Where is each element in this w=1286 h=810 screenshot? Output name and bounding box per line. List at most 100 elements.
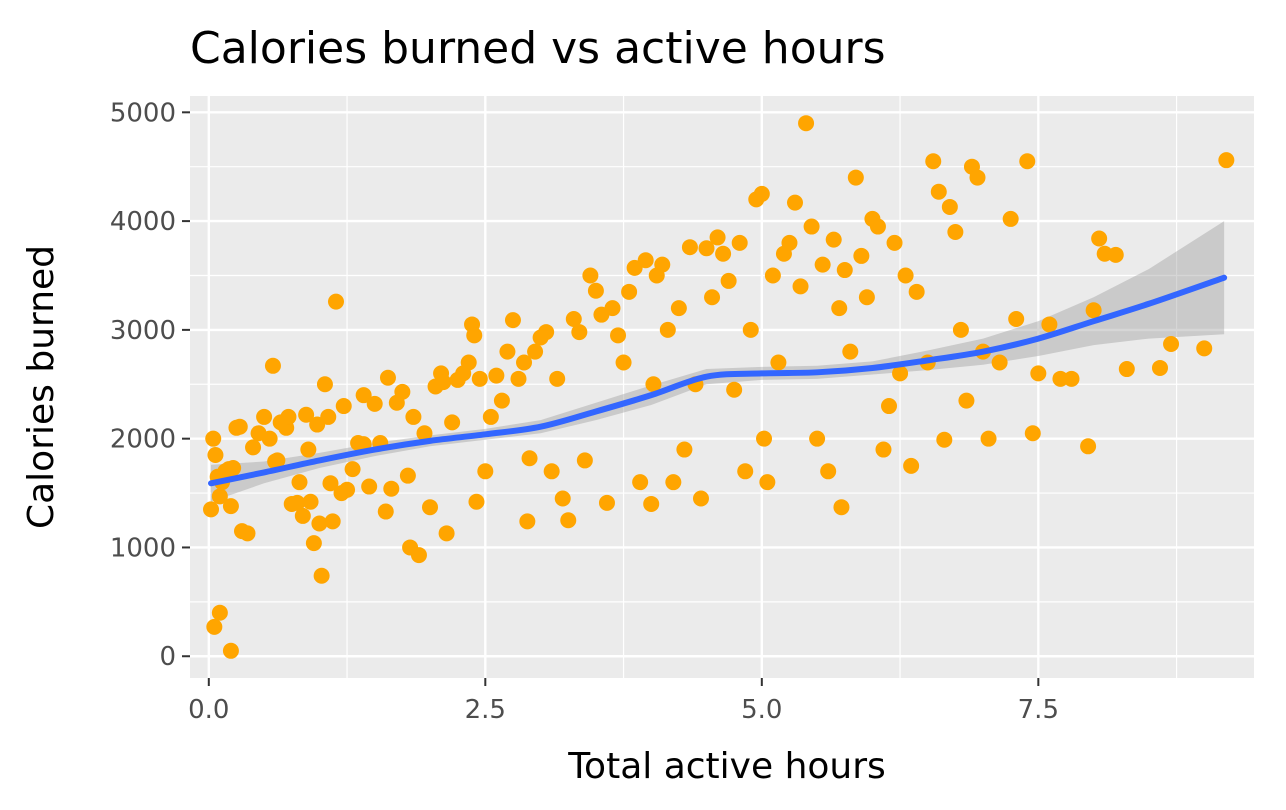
confidence-ribbon <box>211 221 1225 502</box>
data-point <box>516 354 533 371</box>
data-point <box>291 474 308 491</box>
data-point <box>742 321 759 338</box>
data-point <box>786 194 803 211</box>
data-point <box>231 418 248 435</box>
data-point <box>394 383 411 400</box>
data-point <box>645 376 662 393</box>
data-point <box>726 381 743 398</box>
data-point <box>416 425 433 442</box>
data-point <box>833 499 850 516</box>
data-point <box>549 370 566 387</box>
data-point <box>302 493 319 510</box>
data-point <box>676 441 693 458</box>
data-point <box>869 218 886 235</box>
data-point <box>897 267 914 284</box>
data-point <box>1008 311 1025 328</box>
data-point <box>468 493 485 510</box>
data-point <box>709 229 726 246</box>
data-point <box>1107 246 1124 263</box>
data-point <box>930 183 947 200</box>
data-point <box>305 535 322 552</box>
y-axis-title: Calories burned <box>21 245 62 529</box>
data-point <box>280 408 297 425</box>
data-point <box>410 547 427 564</box>
data-point <box>499 343 516 360</box>
data-point <box>460 354 477 371</box>
data-point <box>1063 370 1080 387</box>
data-point <box>731 234 748 251</box>
data-point <box>842 343 859 360</box>
data-point <box>643 495 660 512</box>
data-point <box>519 513 536 530</box>
smooth-line <box>208 274 1228 487</box>
data-point <box>211 488 228 505</box>
data-point <box>316 376 333 393</box>
data-point <box>831 300 848 317</box>
data-point <box>510 370 527 387</box>
data-point <box>1030 365 1047 382</box>
data-point <box>781 234 798 251</box>
data-point <box>836 262 853 279</box>
data-point <box>203 501 220 518</box>
data-point <box>300 441 317 458</box>
chart-title: Calories burned vs active hours <box>190 23 886 74</box>
data-point <box>1091 230 1108 247</box>
data-point <box>324 513 341 530</box>
smooth-line-layer <box>208 274 1228 487</box>
data-point <box>269 452 286 469</box>
data-point <box>543 463 560 480</box>
data-point <box>355 387 372 404</box>
data-point <box>881 398 898 415</box>
data-point <box>339 481 356 498</box>
data-point <box>560 512 577 529</box>
data-point <box>737 463 754 480</box>
data-point <box>764 267 781 284</box>
data-point <box>1218 152 1235 169</box>
data-point <box>1196 340 1213 357</box>
data-point <box>632 474 649 491</box>
data-point <box>903 457 920 474</box>
data-point <box>383 480 400 497</box>
data-point <box>615 354 632 371</box>
data-point <box>521 450 538 467</box>
data-point <box>527 343 544 360</box>
y-tick-label: 4000 <box>110 207 176 237</box>
data-point <box>770 354 787 371</box>
data-point <box>582 267 599 284</box>
data-point <box>759 474 776 491</box>
data-point <box>444 414 461 431</box>
data-point <box>1163 336 1180 353</box>
scatter-points <box>203 115 1235 659</box>
data-point <box>261 430 278 447</box>
data-point <box>361 478 378 495</box>
data-point <box>344 461 361 478</box>
data-point <box>925 153 942 170</box>
data-point <box>565 311 582 328</box>
data-point <box>1019 153 1036 170</box>
data-point <box>206 618 223 635</box>
x-tick-label: 7.5 <box>1018 695 1059 725</box>
y-axis: 0 1000 2000 3000 4000 5000 <box>110 98 190 672</box>
data-point <box>477 463 494 480</box>
y-tick-label: 2000 <box>110 425 176 455</box>
data-point <box>892 365 909 382</box>
y-tick-label: 5000 <box>110 98 176 128</box>
data-point <box>654 256 671 273</box>
data-point <box>488 367 505 384</box>
data-point <box>554 490 571 507</box>
data-point <box>637 252 654 269</box>
data-point <box>1024 425 1041 442</box>
data-point <box>313 567 330 584</box>
data-point <box>289 494 306 511</box>
data-point <box>377 503 394 520</box>
data-point <box>715 245 732 262</box>
data-point <box>659 321 676 338</box>
data-point <box>482 408 499 425</box>
data-point <box>222 642 239 659</box>
data-point <box>405 408 422 425</box>
data-point <box>1118 361 1135 378</box>
data-point <box>435 374 452 391</box>
data-point <box>980 430 997 447</box>
data-point <box>704 289 721 306</box>
data-point <box>665 474 682 491</box>
